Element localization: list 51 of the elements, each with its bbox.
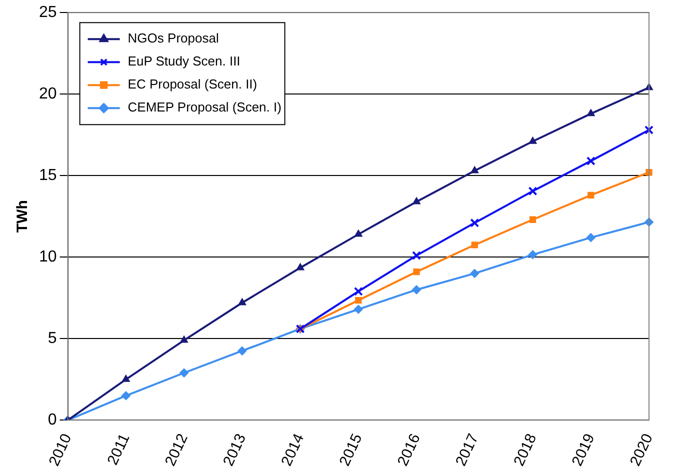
point <box>180 368 189 378</box>
point <box>412 197 420 204</box>
point <box>354 230 362 237</box>
point <box>180 336 188 343</box>
point <box>529 216 536 223</box>
y-tick-label: 15 <box>39 167 57 184</box>
y-tick-label: 20 <box>39 86 57 103</box>
point <box>296 263 304 270</box>
point <box>413 268 420 276</box>
point <box>354 286 363 296</box>
point <box>586 233 596 242</box>
point <box>238 346 247 356</box>
point <box>588 192 594 199</box>
y-axis-title: TWh <box>14 200 32 233</box>
x-tick-label: 2019 <box>568 431 598 469</box>
x-tick-label: 2017 <box>452 431 482 469</box>
x-tick-label: 2010 <box>46 431 76 469</box>
x-tick-label: 2011 <box>104 431 134 468</box>
legend-label: EuP Study Scen. III <box>128 54 240 69</box>
point <box>470 218 480 228</box>
point <box>586 109 595 116</box>
y-tick-label: 25 <box>39 4 57 22</box>
point <box>528 136 537 144</box>
legend-label: CEMEP Proposal (Scen. I) <box>128 100 282 115</box>
point <box>354 304 363 314</box>
point <box>412 250 422 260</box>
point <box>528 250 538 260</box>
x-tick-label: 2020 <box>626 431 656 469</box>
x-tick-label: 2018 <box>510 431 540 469</box>
y-tick-label: 5 <box>48 330 57 348</box>
legend-label: EC Proposal (Scen. II) <box>128 76 258 92</box>
point <box>528 186 538 196</box>
point <box>355 297 362 304</box>
point <box>470 268 480 278</box>
point <box>121 391 130 400</box>
x-tick-label: 2012 <box>162 431 192 469</box>
point <box>412 285 422 294</box>
point <box>238 298 246 306</box>
x-tick-label: 2013 <box>220 431 250 469</box>
x-tick-label: 2015 <box>336 431 366 469</box>
legend-label: NGOs Proposal <box>128 30 219 46</box>
point <box>586 156 596 166</box>
point <box>122 374 130 382</box>
point <box>471 242 478 248</box>
x-tick-label: 2014 <box>278 431 308 469</box>
point <box>646 169 652 176</box>
point <box>470 166 479 174</box>
y-tick-label: 10 <box>39 248 57 266</box>
x-tick-label: 2016 <box>394 431 424 469</box>
point <box>644 125 654 135</box>
y-tick-label: 0 <box>48 412 57 429</box>
